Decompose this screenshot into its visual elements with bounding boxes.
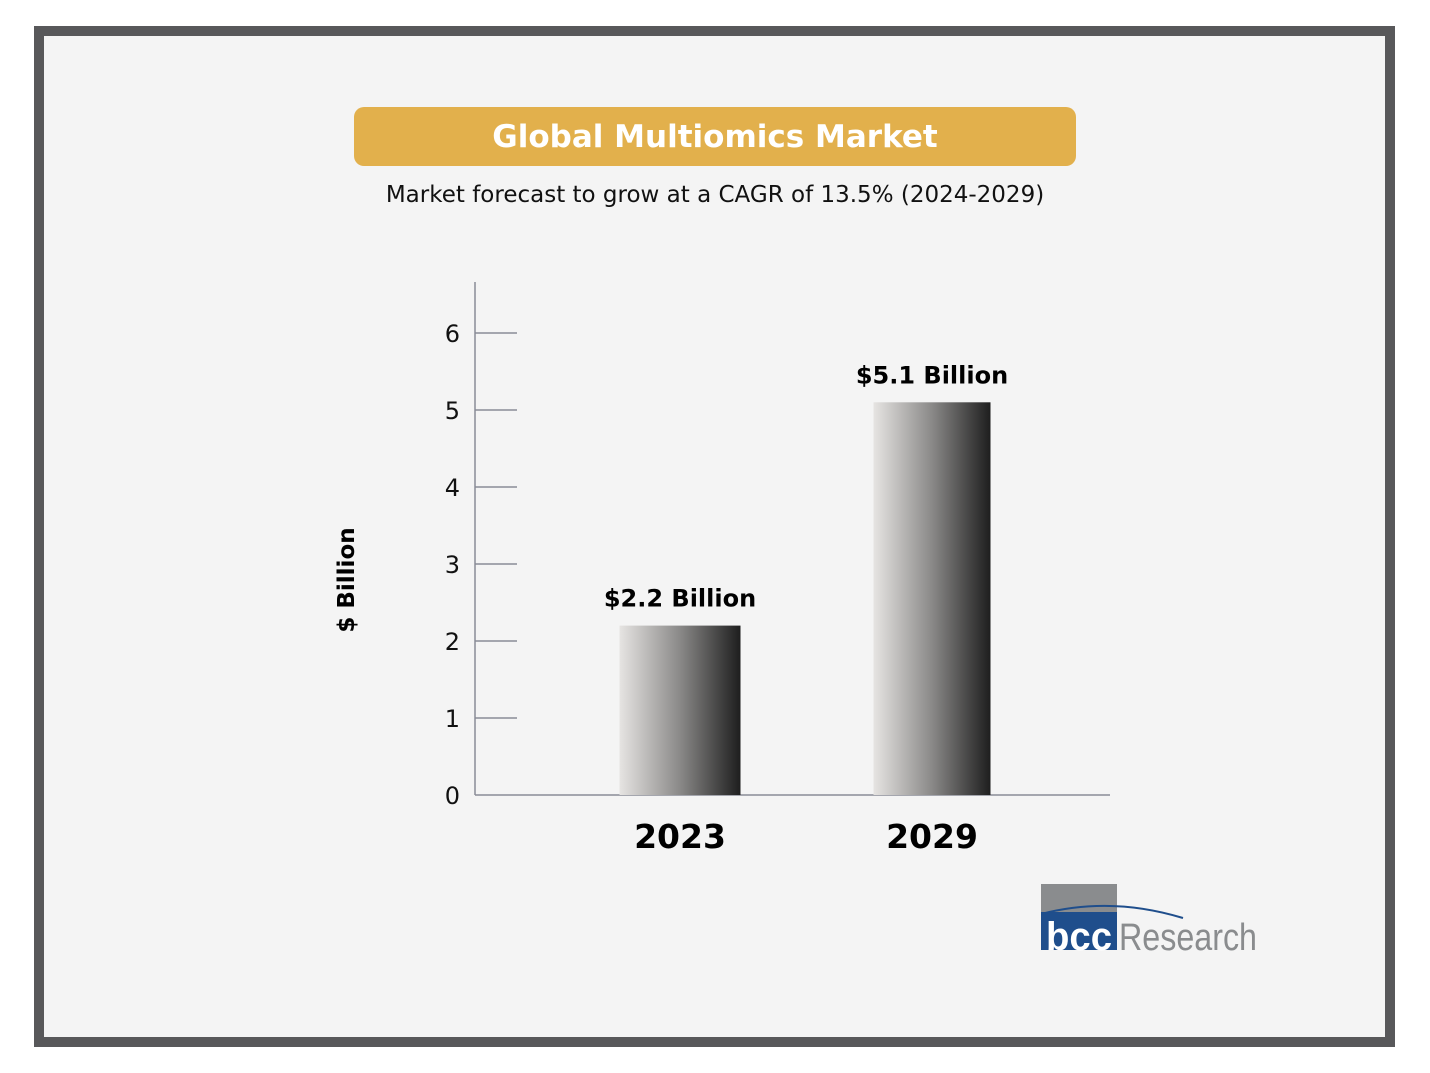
chart-subtitle: Market forecast to grow at a CAGR of 13.… — [385, 182, 1045, 208]
bcc-research-logo: bcc Research — [1041, 884, 1257, 954]
chart-frame — [34, 26, 1395, 1047]
y-tick-label: 5 — [445, 397, 460, 425]
svg-text:bcc: bcc — [1046, 915, 1112, 954]
data-label: $5.1 Billion — [856, 361, 1008, 389]
y-tick-label: 0 — [445, 782, 460, 810]
bar-2023 — [619, 625, 741, 795]
bar-2029 — [873, 402, 991, 795]
chart-title: Global Multiomics Market — [354, 107, 1076, 166]
y-tick-label: 6 — [445, 320, 460, 348]
x-tick-label: 2029 — [886, 817, 978, 856]
y-tick-label: 1 — [445, 705, 460, 733]
svg-text:Research: Research — [1119, 917, 1257, 954]
y-tick-label: 4 — [445, 474, 460, 502]
x-tick-label: 2023 — [634, 817, 726, 856]
y-tick-label: 3 — [445, 551, 460, 579]
y-tick-label: 2 — [445, 628, 460, 656]
data-label: $2.2 Billion — [604, 585, 756, 613]
